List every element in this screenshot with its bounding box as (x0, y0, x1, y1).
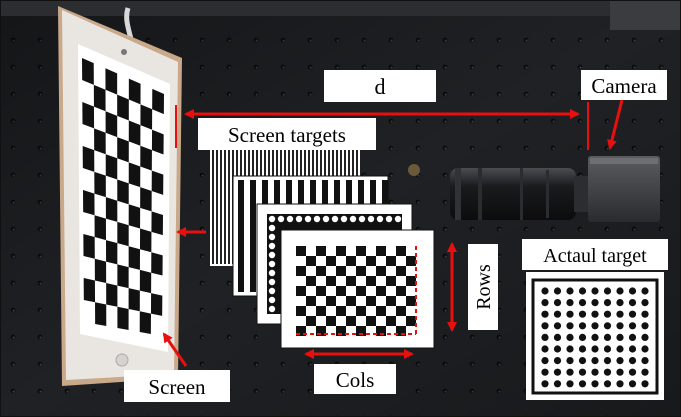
tablet (58, 6, 182, 386)
distance-annotation (175, 102, 589, 150)
label-actual-target: Actaul target (522, 239, 668, 270)
label-screen-text: Screen (148, 375, 206, 399)
mount-post (408, 164, 420, 176)
label-cols-text: Cols (336, 368, 375, 392)
screen-pointer-arrow (162, 332, 188, 367)
tablet-checkerboard (82, 58, 164, 334)
label-cols: Cols (314, 364, 396, 394)
camera (450, 156, 660, 222)
label-d-text: d (375, 74, 386, 99)
camera-pointer-arrow (607, 99, 624, 150)
label-rows-text: Rows (473, 264, 495, 310)
label-screen-targets: Screen targets (198, 118, 376, 150)
checkerboard-card (280, 229, 435, 349)
label-screen-targets-text: Screen targets (228, 123, 346, 147)
label-d: d (324, 70, 436, 102)
label-rows: Rows (468, 244, 498, 330)
label-camera: Camera (581, 70, 667, 100)
actual-target (526, 272, 664, 400)
label-actual-target-text: Actaul target (543, 245, 647, 267)
screen-target-stack (210, 148, 435, 349)
label-screen: Screen (124, 370, 230, 402)
label-camera-text: Camera (591, 74, 657, 98)
